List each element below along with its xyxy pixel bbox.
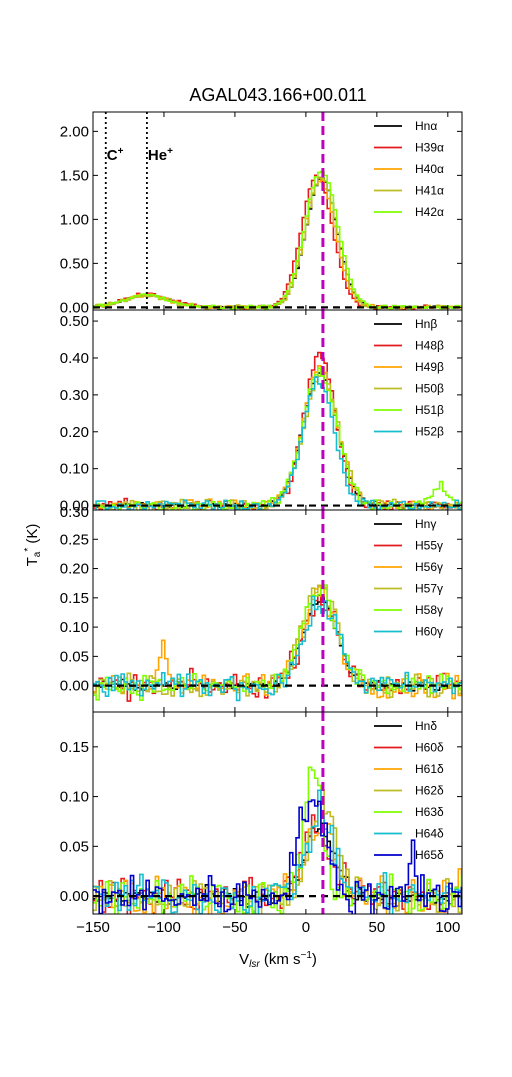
legend-label-delta-3: H62δ [415,784,444,798]
panel-frame-delta [92,711,463,915]
plot-area-delta [93,712,462,914]
legend-label-gamma-4: H58γ [415,603,443,617]
legend-label-gamma-2: H56γ [415,560,443,574]
x-tick-label-4: 50 [369,919,386,936]
x-tick-label-3: 0 [302,919,310,936]
y-tick-label-beta-3: 0.30 [60,387,89,404]
legend-label-beta-4: H51β [415,403,444,417]
y-tick-label-beta-0: 0.00 [60,498,89,515]
legend-label-gamma-0: Hnγ [415,517,436,531]
y-tick-label-gamma-3: 0.15 [60,590,89,607]
series-line-beta-2 [93,365,462,510]
panel-frame-alpha [92,111,463,311]
annotation-1: He+ [148,146,173,164]
series-line-beta-4 [93,367,462,510]
plot-area-alpha [93,112,462,310]
y-tick-label-beta-1: 0.10 [60,461,89,478]
series-line-alpha-4 [93,170,462,310]
y-tick-label-alpha-3: 1.50 [60,167,89,184]
series-line-beta-3 [93,373,462,510]
x-axis-tick-labels: −150 −100 −50 0 50 100 [76,919,460,936]
legend-label-alpha-4: H42α [415,205,444,219]
legend-label-delta-4: H63δ [415,805,444,819]
y-tick-label-gamma-1: 0.05 [60,648,89,665]
y-tick-label-top-gamma: 0.30 [60,504,89,521]
series-line-beta-1 [93,351,462,510]
y-tick-label-delta-3: 0.15 [60,739,89,756]
x-tick-label-1: −100 [147,919,181,936]
series-line-alpha-3 [93,177,462,310]
x-tick-label-2: −50 [222,919,247,936]
legend-label-alpha-0: Hnα [415,119,437,133]
legend-label-delta-2: H61δ [415,762,444,776]
panel-beta: 0.00 0.10 0.20 0.30 0.40 0.50 Hnβ H48β H49β H50β H… [60,309,463,515]
annotation-0: C+ [107,146,124,164]
legend-label-delta-1: H60δ [415,741,444,755]
y-tick-label-beta-5: 0.50 [60,313,89,330]
legend-label-beta-5: H52β [415,425,444,439]
y-tick-label-delta-0: 0.00 [60,888,89,905]
y-tick-label-beta-4: 0.40 [60,350,89,367]
panel-alpha: C+ He+ 0.00 0.50 1.00 1.50 2.00 Hnα H39α H40α H41α… [60,111,463,316]
series-line-beta-5 [95,376,462,510]
legend-label-beta-3: H50β [415,382,444,396]
series-line-alpha-2 [93,179,462,310]
panel-delta: 0.00 0.05 0.10 0.15 Hnδ H60δ H61δ H62δ H63δ H64δ H… [60,711,463,915]
y-tick-label-gamma-4: 0.20 [60,561,89,578]
y-tick-label-gamma-5: 0.25 [60,531,89,548]
legend-label-gamma-5: H60γ [415,625,443,639]
y-tick-label-gamma-2: 0.10 [60,619,89,636]
y-axis-label: Ta* (K) [23,524,43,567]
y-tick-label-beta-2: 0.20 [60,424,89,441]
legend-label-alpha-1: H39α [415,141,444,155]
panel-gamma: 0.00 0.05 0.10 0.15 0.20 0.25 0.30 Hnγ H55γ H56γ H… [60,504,463,713]
series-line-beta-0 [93,372,462,509]
chart-title: AGAL043.166+00.011 [189,85,366,105]
legend-label-beta-1: H48β [415,339,444,353]
series-line-delta-6 [93,799,462,914]
y-tick-label-alpha-2: 1.00 [60,211,89,228]
plot-area-gamma [93,510,462,712]
legend-label-delta-6: H65δ [415,848,444,862]
plot-area-beta [93,310,462,510]
x-tick-label-0: −150 [76,919,110,936]
y-tick-label-gamma-0: 0.00 [60,678,89,695]
legend-label-beta-2: H49β [415,360,444,374]
legend-label-delta-5: H64δ [415,827,444,841]
legend-label-beta-0: Hnβ [415,317,437,331]
series-line-alpha-0 [93,177,462,310]
y-tick-label-alpha-1: 0.50 [60,255,89,272]
legend-label-gamma-3: H57γ [415,582,443,596]
series-line-alpha-1 [93,174,462,310]
panel-frame-beta [92,309,463,511]
x-axis-label: Vlsr (km s−1) [239,950,317,970]
legend-label-alpha-3: H41α [415,184,444,198]
y-tick-label-delta-2: 0.10 [60,789,89,806]
x-tick-label-5: 100 [435,919,460,936]
y-tick-label-delta-1: 0.05 [60,838,89,855]
y-tick-label-alpha-0: 0.00 [60,299,89,316]
legend-label-gamma-1: H55γ [415,539,443,553]
legend-label-delta-0: Hnδ [415,719,437,733]
legend-label-alpha-2: H40α [415,162,444,176]
panels-group: C+ He+0.000.501.001.502.00 HnαH39αH40αH41α… [60,111,463,915]
y-tick-label-alpha-4: 2.00 [60,123,89,140]
